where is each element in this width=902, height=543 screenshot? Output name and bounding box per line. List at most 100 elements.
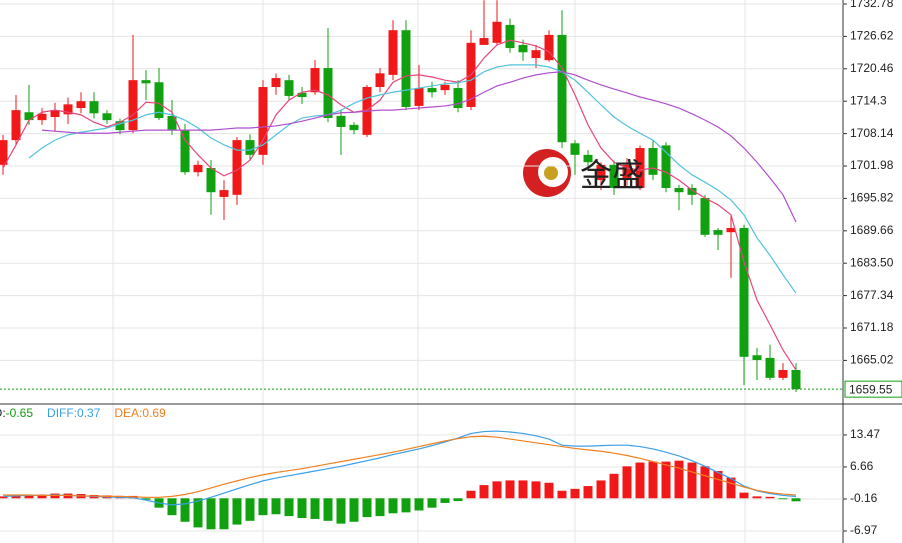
macd-bar	[336, 498, 346, 524]
candle-body	[648, 148, 658, 175]
candle-body	[518, 44, 528, 53]
candle-body	[739, 227, 749, 357]
candle-body	[336, 115, 346, 127]
macd-bar	[440, 498, 450, 503]
macd-bar	[414, 498, 424, 511]
last-price-label: 1659.55	[849, 382, 893, 396]
macd-bar	[778, 498, 788, 500]
indicator-line	[3, 435, 797, 498]
y-tick-label: 1689.66	[850, 223, 894, 237]
watermark-logo	[523, 149, 571, 197]
macd-bar	[544, 482, 554, 499]
candle-body	[700, 197, 710, 235]
macd-bar	[700, 466, 710, 499]
moving-average-line	[2, 39, 797, 371]
macd-bar	[609, 473, 619, 499]
candle-body	[128, 80, 138, 131]
candle-body	[323, 68, 333, 119]
candle-body	[687, 187, 697, 195]
macd-bar	[570, 488, 580, 499]
candle-body	[674, 187, 684, 193]
candle-body	[219, 190, 229, 197]
candle-body	[609, 164, 619, 188]
candle-body	[180, 130, 190, 173]
candle-body	[440, 84, 450, 91]
candle-body	[193, 164, 203, 173]
macd-bar	[674, 460, 684, 499]
macd-bar	[310, 498, 320, 519]
macd-bar	[739, 492, 749, 499]
macd-bar	[726, 477, 736, 499]
y-tick-label: 1732.78	[850, 0, 894, 10]
indicator-line	[2, 430, 797, 506]
candle-body	[414, 88, 424, 106]
y-tick-label: 1726.62	[850, 29, 894, 43]
macd-bar	[362, 498, 372, 518]
macd-bar	[479, 485, 489, 499]
macd-bar	[258, 498, 268, 516]
y-tick-label: 1665.02	[850, 353, 894, 367]
candle-body	[89, 101, 99, 114]
macd-bar	[466, 490, 476, 499]
candle-body	[557, 34, 567, 143]
macd-bar	[206, 498, 216, 530]
candle-body	[765, 357, 775, 378]
watermark: 金盛	[580, 156, 644, 194]
candle-body	[297, 92, 307, 97]
candle-body	[713, 230, 723, 235]
macd-bar	[37, 494, 47, 499]
y-tick-label: 1695.82	[850, 191, 894, 205]
candle-body	[11, 110, 21, 141]
macd-bar	[752, 496, 762, 499]
macd-bar	[193, 498, 203, 528]
candle-body	[102, 113, 112, 121]
macd-bar	[232, 498, 242, 525]
candle-body	[258, 86, 268, 155]
macd-bar	[622, 466, 632, 499]
legend-name: DEA:	[114, 406, 142, 420]
candle-body	[284, 80, 294, 96]
macd-bar	[0, 496, 8, 499]
macd-bar	[531, 481, 541, 499]
candle-body	[570, 143, 580, 155]
macd-bar	[375, 498, 385, 517]
candle-body	[778, 369, 788, 378]
moving-average-line	[41, 71, 797, 223]
candle-body	[661, 145, 671, 188]
candle-body	[583, 154, 593, 163]
macd-bar	[401, 498, 411, 513]
candle-body	[141, 80, 151, 84]
macd-bar	[323, 498, 333, 521]
y-tick-label: 13.47	[850, 427, 880, 441]
macd-bar	[713, 471, 723, 499]
candle-body	[245, 140, 255, 155]
macd-bar	[284, 498, 294, 517]
macd-bar	[791, 498, 801, 502]
legend-value: 0.37	[77, 406, 101, 420]
candle-body	[453, 88, 463, 109]
legend-value: 0.69	[142, 406, 166, 420]
candle-body	[388, 30, 398, 75]
legend-value: -0.65	[6, 406, 34, 420]
candle-body	[349, 124, 359, 131]
macd-bar	[661, 461, 671, 499]
y-tick-label: 1683.50	[850, 255, 894, 269]
candle-body	[479, 38, 489, 45]
y-tick-label: 1671.18	[850, 320, 894, 334]
candle-body	[544, 34, 554, 61]
macd-bar	[297, 498, 307, 519]
macd-bar	[167, 498, 177, 516]
y-tick-label: 1677.34	[850, 288, 894, 302]
legend-name: MACD:	[0, 406, 6, 420]
macd-bar	[11, 495, 21, 499]
y-tick-label: 1708.14	[850, 126, 894, 140]
candle-body	[232, 140, 242, 195]
candle-body	[115, 121, 125, 131]
candle-body	[401, 30, 411, 107]
macd-bar	[648, 461, 658, 499]
candle-body	[505, 24, 515, 49]
candle-body	[154, 82, 164, 119]
candle-body	[0, 140, 8, 165]
macd-bar	[505, 480, 515, 499]
